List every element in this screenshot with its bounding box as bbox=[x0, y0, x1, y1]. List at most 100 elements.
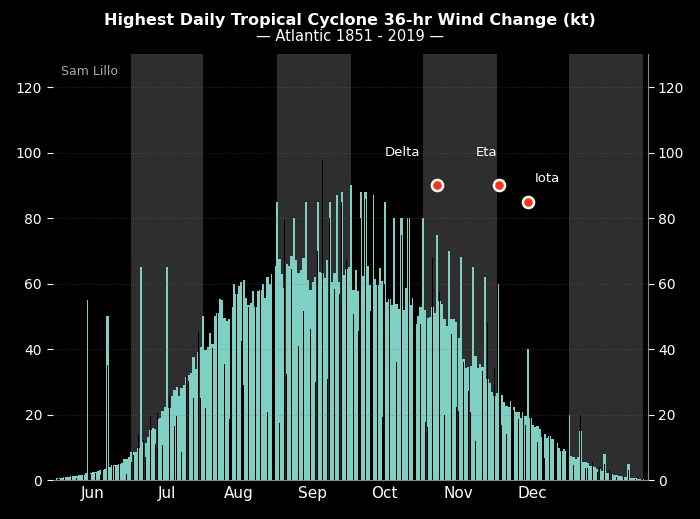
Bar bbox=[233, 284, 235, 480]
Bar bbox=[603, 454, 606, 480]
Bar bbox=[314, 278, 316, 480]
Bar bbox=[142, 443, 144, 480]
Bar bbox=[496, 393, 498, 480]
Bar bbox=[125, 459, 127, 480]
Bar bbox=[343, 275, 345, 480]
Bar bbox=[209, 333, 211, 480]
Bar bbox=[204, 350, 206, 480]
Bar bbox=[295, 261, 298, 480]
Bar bbox=[152, 428, 154, 480]
Bar bbox=[324, 279, 326, 480]
Bar bbox=[286, 264, 288, 480]
Bar bbox=[419, 307, 421, 480]
Bar bbox=[66, 477, 68, 480]
Bar bbox=[617, 476, 620, 480]
Bar bbox=[331, 282, 333, 480]
Bar bbox=[519, 418, 522, 480]
Bar bbox=[431, 307, 433, 480]
Bar bbox=[178, 395, 181, 480]
Bar bbox=[166, 267, 168, 480]
Bar bbox=[410, 305, 412, 480]
Bar bbox=[293, 218, 295, 480]
Bar bbox=[102, 470, 104, 480]
Bar bbox=[92, 472, 94, 480]
Bar bbox=[534, 427, 536, 480]
Bar bbox=[350, 185, 352, 480]
Text: — Atlantic 1851 - 2019 —: — Atlantic 1851 - 2019 — bbox=[256, 29, 444, 44]
Bar bbox=[570, 457, 572, 480]
Bar bbox=[137, 448, 140, 480]
Bar bbox=[598, 469, 601, 480]
Bar bbox=[321, 272, 323, 480]
Bar bbox=[498, 284, 500, 480]
Bar bbox=[458, 338, 460, 480]
Bar bbox=[486, 379, 489, 480]
Bar bbox=[123, 459, 125, 480]
Bar bbox=[613, 474, 615, 480]
Bar bbox=[594, 467, 596, 480]
Bar bbox=[400, 218, 402, 480]
Bar bbox=[104, 469, 106, 480]
Bar bbox=[532, 425, 534, 480]
Bar bbox=[71, 476, 73, 480]
Bar bbox=[460, 257, 462, 480]
Bar bbox=[510, 401, 512, 480]
Bar bbox=[491, 392, 494, 480]
Bar bbox=[288, 266, 290, 480]
Bar bbox=[426, 318, 429, 480]
Bar bbox=[190, 373, 193, 480]
Bar bbox=[214, 317, 216, 480]
Bar bbox=[218, 299, 221, 480]
Bar bbox=[589, 466, 591, 480]
Bar bbox=[68, 476, 71, 480]
Bar bbox=[372, 195, 374, 480]
Bar bbox=[381, 281, 384, 480]
Bar bbox=[113, 465, 116, 480]
Bar bbox=[443, 319, 445, 480]
Bar bbox=[78, 475, 80, 480]
Bar bbox=[316, 202, 319, 480]
Bar bbox=[164, 407, 166, 480]
Bar bbox=[568, 415, 570, 480]
Bar bbox=[467, 367, 470, 480]
Bar bbox=[512, 407, 514, 480]
Bar bbox=[262, 284, 264, 480]
Bar bbox=[527, 349, 529, 480]
Bar bbox=[450, 319, 453, 480]
Bar bbox=[197, 351, 199, 480]
Bar bbox=[386, 302, 389, 480]
Bar bbox=[284, 288, 286, 480]
Bar bbox=[627, 463, 629, 480]
Bar bbox=[577, 457, 580, 480]
Bar bbox=[536, 426, 539, 480]
Bar bbox=[472, 267, 474, 480]
Bar bbox=[625, 477, 627, 480]
Bar bbox=[309, 290, 312, 480]
Bar bbox=[479, 364, 482, 480]
Bar bbox=[97, 471, 99, 480]
Bar bbox=[417, 316, 419, 480]
Bar bbox=[477, 368, 479, 480]
Bar bbox=[544, 434, 546, 480]
Bar bbox=[453, 319, 455, 480]
Bar bbox=[637, 479, 639, 480]
Bar bbox=[277, 54, 351, 480]
Bar bbox=[159, 418, 161, 480]
Bar bbox=[503, 402, 505, 480]
Text: Eta: Eta bbox=[475, 146, 497, 159]
Bar bbox=[255, 307, 257, 480]
Bar bbox=[393, 218, 395, 480]
Bar bbox=[106, 317, 108, 480]
Bar bbox=[622, 476, 624, 480]
Bar bbox=[556, 443, 558, 480]
Bar bbox=[61, 477, 63, 480]
Bar bbox=[539, 429, 541, 480]
Bar bbox=[195, 368, 197, 480]
Bar bbox=[465, 368, 467, 480]
Bar bbox=[302, 257, 304, 480]
Bar bbox=[522, 412, 524, 480]
Bar bbox=[384, 202, 386, 480]
Bar bbox=[161, 412, 164, 480]
Bar bbox=[118, 464, 120, 480]
Bar bbox=[340, 192, 343, 480]
